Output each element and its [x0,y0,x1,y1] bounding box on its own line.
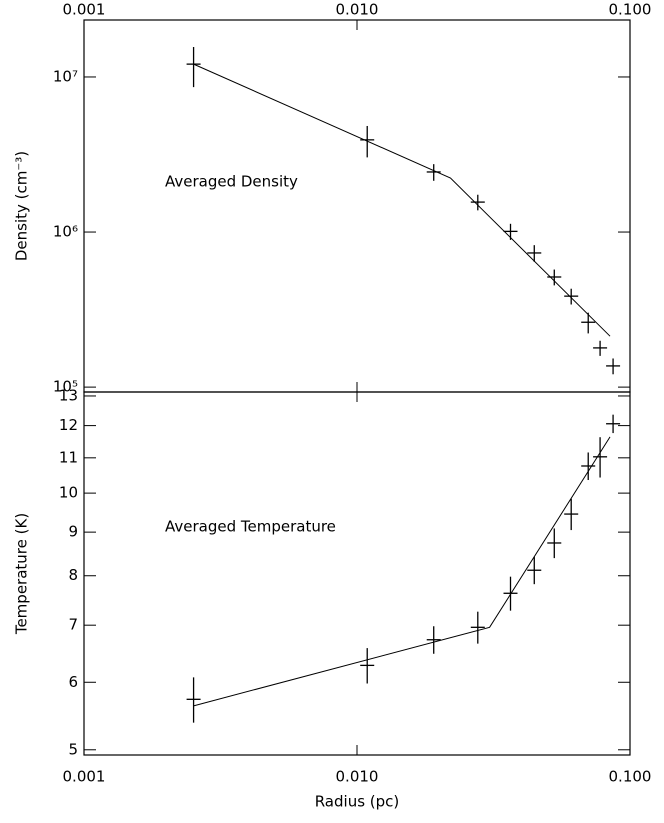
fit-line [193,63,611,337]
y-axis-label: Density (cm⁻³) [13,151,31,261]
y-tick-label: 7 [68,616,78,634]
y-tick-label: 10⁵ [53,378,78,396]
annotation: Averaged Density [165,173,298,191]
x-tick-label: 0.001 [63,768,106,786]
annotation: Averaged Temperature [165,518,336,536]
fit-line [193,436,611,707]
x-axis-label: Radius (pc) [315,793,400,811]
y-tick-label: 9 [68,523,78,541]
plot-frame [83,19,631,393]
x-tick-label: 0.100 [609,1,652,19]
x-tick-label: 0.100 [609,768,652,786]
plot-frame [83,391,631,756]
y-axis-label: Temperature (K) [13,513,31,635]
y-tick-label: 10⁶ [53,223,78,241]
x-tick-label: 0.010 [336,768,379,786]
y-tick-label: 6 [68,673,78,691]
y-tick-label: 10 [59,484,78,502]
y-tick-label: 5 [68,740,78,758]
x-tick-label: 0.010 [336,1,379,19]
y-tick-label: 13 [59,386,78,404]
y-tick-label: 10⁷ [53,67,78,85]
y-tick-label: 8 [68,566,78,584]
x-tick-label: 0.001 [63,1,106,19]
y-tick-label: 11 [59,448,78,466]
y-tick-label: 12 [59,416,78,434]
